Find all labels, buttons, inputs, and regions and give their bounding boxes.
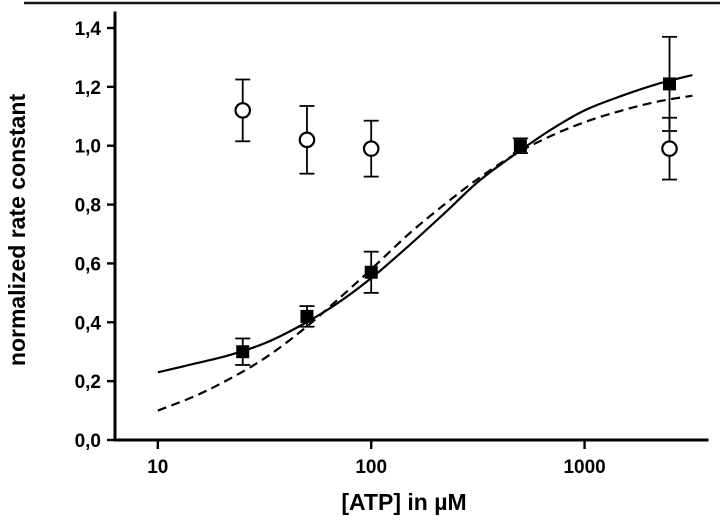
- data-point-circle: [661, 140, 678, 157]
- y-tick-label: 1,2: [75, 78, 101, 99]
- series-filled-squares: [235, 35, 678, 366]
- data-point-circle: [362, 140, 380, 157]
- y-axis-title: normalized rate constant: [4, 94, 30, 367]
- y-tick-label: 1,0: [75, 137, 101, 158]
- series-open-circles: [234, 78, 678, 181]
- y-tick-label: 1,4: [75, 19, 102, 40]
- data-point-square: [513, 139, 527, 153]
- y-tick-label: 0,0: [75, 431, 101, 452]
- y-tick-label: 0,6: [75, 254, 101, 275]
- axes: 0,0 0,2 0,4 0,6 0,8 1,0 1,2 1,4 10 100 1000: [75, 11, 709, 478]
- x-tick-label: 100: [355, 457, 387, 478]
- x-axis-title: [ATP] in µM: [341, 489, 466, 515]
- y-tick-label: 0,2: [75, 372, 101, 393]
- x-tick-label: 10: [147, 457, 168, 478]
- dashed-curve: [157, 94, 693, 412]
- data-point-square: [663, 77, 677, 91]
- y-tick-label: 0,8: [75, 196, 101, 217]
- data-point-circle: [234, 102, 252, 119]
- data-point-square: [300, 309, 314, 323]
- fit-curves: [157, 74, 693, 412]
- data-point-square: [364, 265, 378, 279]
- y-tick-label: 0,4: [75, 313, 102, 334]
- data-series: [234, 35, 678, 366]
- x-tick-label: 1000: [563, 457, 605, 478]
- solid-curve: [157, 74, 693, 374]
- data-point-square: [236, 345, 250, 359]
- data-point-circle: [298, 131, 316, 149]
